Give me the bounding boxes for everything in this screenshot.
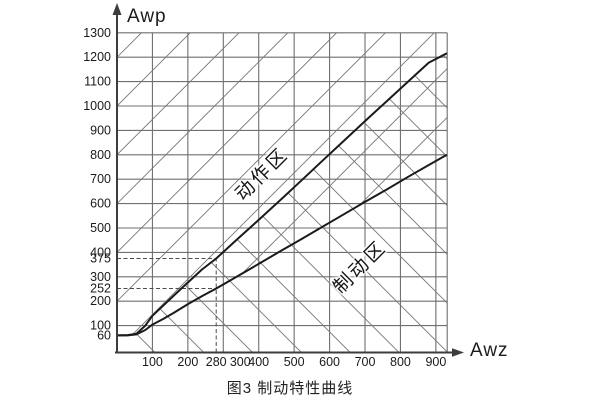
y-tick-label: 1300: [83, 26, 111, 40]
y-tick-label: 300: [90, 270, 111, 284]
x-tick-label: 900: [425, 355, 446, 369]
figure-caption: 图3 制动特性曲线: [226, 380, 354, 397]
x-tick-label: 700: [355, 355, 376, 369]
x-tick-label: 500: [284, 355, 305, 369]
diagonal-hatch-rising: [117, 32, 448, 336]
x-tick-label: 800: [390, 355, 411, 369]
x-tick-label: 300: [230, 355, 251, 369]
y-tick-label: 700: [90, 172, 111, 186]
x-tick-label: 200: [177, 355, 198, 369]
x-axis-arrow-icon: [452, 348, 464, 357]
y-tick-label: 400: [90, 245, 111, 259]
y-tick-label: 200: [90, 294, 111, 308]
dashed-reference-lines: [117, 258, 217, 353]
y-tick-label: 600: [90, 197, 111, 211]
x-tick-label: 400: [248, 355, 269, 369]
boundary-curves: [116, 52, 448, 337]
y-axis-title: Awp: [127, 6, 167, 27]
y-tick-label: 1200: [83, 50, 111, 64]
y-tick-label: 800: [90, 148, 111, 162]
y-axis-arrow-icon: [112, 3, 122, 15]
x-tick-label: 280: [206, 355, 227, 369]
x-axis-title: Awz: [470, 340, 509, 361]
y-tick-label: 252: [90, 282, 111, 296]
y-tick-label: 900: [90, 123, 111, 137]
x-tick-label: 600: [319, 355, 340, 369]
upper-curve-action-boundary: [116, 52, 448, 337]
x-tick-label: 100: [142, 355, 163, 369]
lower-curve-braking-boundary: [117, 153, 448, 337]
axes: [115, 13, 452, 354]
diagonal-hatch-falling: [117, 53, 448, 353]
y-tick-label: 375: [90, 252, 111, 266]
y-tick-label: 1000: [83, 99, 111, 113]
y-tick-label: 100: [90, 319, 111, 333]
y-tick-label: 1100: [84, 75, 111, 89]
y-tick-label: 60: [97, 328, 111, 342]
grid-lines: [117, 32, 448, 353]
y-tick-label: 500: [90, 221, 111, 235]
